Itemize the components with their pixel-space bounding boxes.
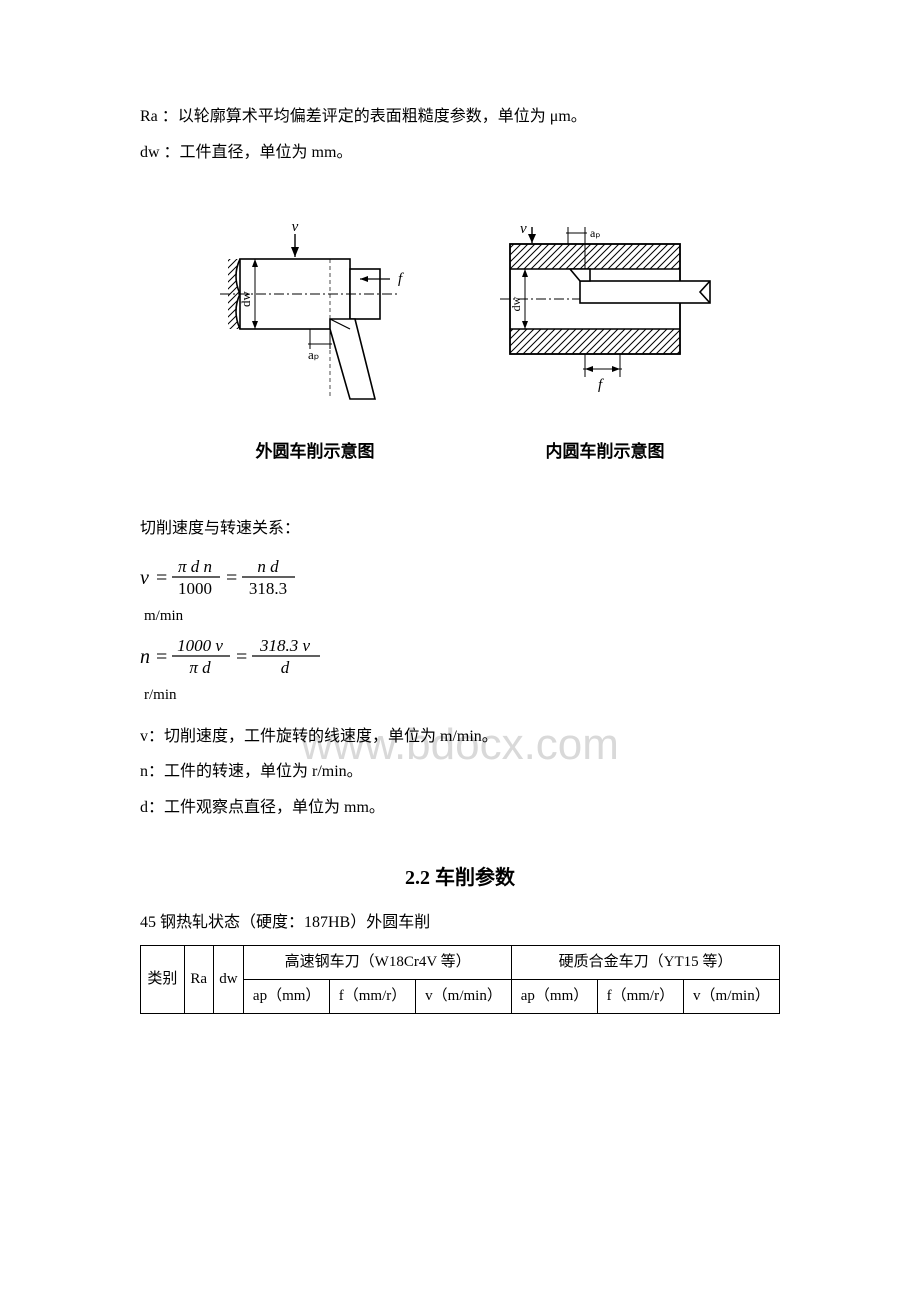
definition-dw: dw ：工件直径，单位为 mm。: [140, 136, 780, 170]
label-dw: dw: [238, 291, 253, 308]
label-f: f: [398, 271, 404, 287]
th-dw: dw: [213, 946, 244, 1014]
th-f-2: f（mm/r）: [597, 980, 683, 1014]
formula-section: 切削速度与转速关系： v = π d n 1000 = n d 318.3 m/…: [140, 512, 780, 824]
caption-internal: 内圆车削示意图: [546, 437, 665, 462]
diagram-internal: v aₚ dw: [490, 219, 720, 462]
svg-text:=: =: [156, 567, 167, 589]
svg-text:1000: 1000: [178, 579, 212, 598]
svg-text:318.3 v: 318.3 v: [259, 636, 311, 655]
formula-intro: 切削速度与转速关系：: [140, 512, 780, 546]
th-category: 类别: [141, 946, 185, 1014]
svg-text:π d n: π d n: [178, 557, 212, 576]
svg-text:v: v: [140, 567, 149, 589]
label-ap-r: aₚ: [590, 226, 600, 240]
label-dw-r: dw: [509, 297, 523, 312]
th-ap-2: ap（mm）: [512, 980, 598, 1014]
page-root: www.bdocx.com Ra ：以轮廓算术平均偏差评定的表面粗糙度参数，单位…: [140, 100, 780, 1014]
svg-text:n d: n d: [257, 557, 279, 576]
svg-text:=: =: [236, 646, 247, 668]
th-group2: 硬质合金车刀（YT15 等）: [512, 946, 780, 980]
internal-turning-svg: v aₚ dw: [490, 219, 720, 419]
th-v-2: v（m/min）: [683, 980, 779, 1014]
th-f-1: f（mm/r）: [330, 980, 416, 1014]
svg-text:π d: π d: [189, 658, 211, 677]
definition-ra: Ra ：以轮廓算术平均偏差评定的表面粗糙度参数，单位为 μm。: [140, 100, 780, 134]
th-group1: 高速钢车刀（W18Cr4V 等）: [244, 946, 512, 980]
content-layer: Ra ：以轮廓算术平均偏差评定的表面粗糙度参数，单位为 μm。 dw ：工件直径…: [140, 100, 780, 1014]
label-v-r: v: [520, 221, 527, 237]
caption-external: 外圆车削示意图: [256, 437, 375, 462]
diagrams-row: v dw f aₚ: [140, 219, 780, 462]
label-f-r: f: [598, 377, 604, 393]
svg-text:318.3: 318.3: [249, 579, 287, 598]
th-ap-1: ap（mm）: [244, 980, 330, 1014]
th-v-1: v（m/min）: [415, 980, 511, 1014]
section-heading: 2.2 车削参数: [140, 861, 780, 890]
svg-text:=: =: [226, 567, 237, 589]
svg-text:1000 v: 1000 v: [177, 636, 223, 655]
formula-v: v = π d n 1000 = n d 318.3: [140, 554, 360, 600]
label-v: v: [292, 219, 299, 235]
params-table: 类别 Ra dw 高速钢车刀（W18Cr4V 等） 硬质合金车刀（YT15 等）…: [140, 945, 780, 1014]
diagram-external: v dw f aₚ: [200, 219, 430, 462]
def-v: v：切削速度，工件旋转的线速度，单位为 m/min。: [140, 720, 780, 754]
unit-v: m/min: [144, 608, 780, 625]
svg-text:d: d: [281, 658, 290, 677]
th-ra: Ra: [184, 946, 213, 1014]
def-n: n：工件的转速，单位为 r/min。: [140, 755, 780, 789]
def-d: d：工件观察点直径，单位为 mm。: [140, 791, 780, 825]
table-title: 45 钢热轧状态（硬度：187HB）外圆车削: [140, 906, 780, 940]
svg-text:n: n: [140, 646, 150, 668]
label-ap: aₚ: [308, 347, 319, 362]
formula-n: n = 1000 v π d = 318.3 v d: [140, 633, 380, 679]
svg-text:=: =: [156, 646, 167, 668]
external-turning-svg: v dw f aₚ: [200, 219, 430, 419]
unit-n: r/min: [144, 687, 780, 704]
